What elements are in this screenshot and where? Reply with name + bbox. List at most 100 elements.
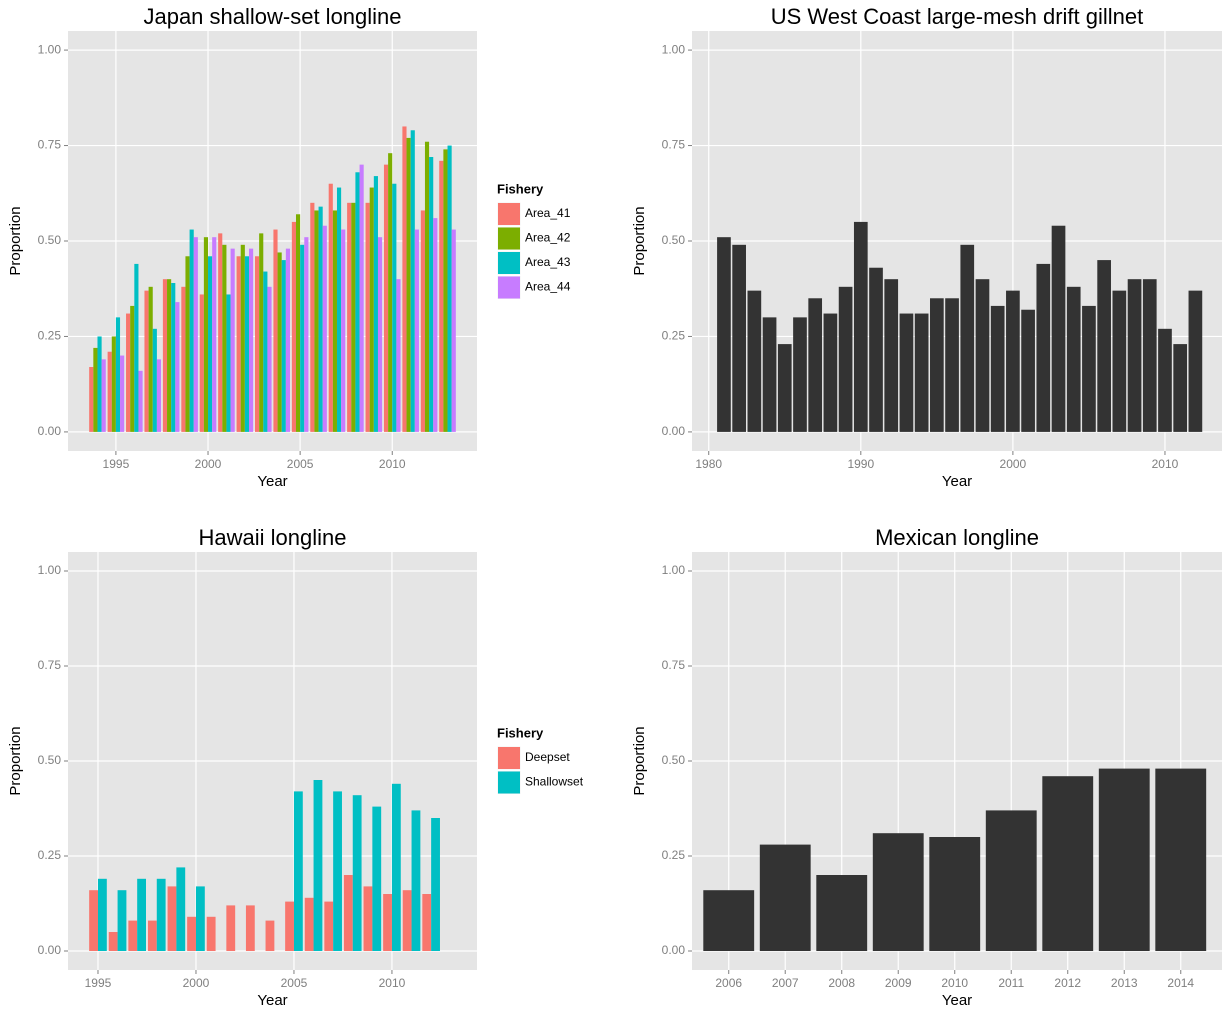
bar xyxy=(208,256,213,432)
bar xyxy=(808,298,823,432)
bar xyxy=(732,244,746,432)
chart-title: Mexican longline xyxy=(875,525,1039,550)
bar xyxy=(285,901,294,951)
y-tick-label: 0.50 xyxy=(662,233,686,247)
bar xyxy=(1036,263,1051,432)
y-tick-label: 0.00 xyxy=(662,943,686,957)
bar xyxy=(230,248,235,432)
bar xyxy=(273,229,278,432)
bar xyxy=(396,279,401,432)
legend-label: Deepset xyxy=(525,750,570,764)
legend-swatch xyxy=(498,771,520,794)
chart-title: Hawaii longline xyxy=(199,525,347,550)
bar xyxy=(838,286,853,432)
bar xyxy=(212,237,217,432)
bar xyxy=(138,370,143,432)
x-tick-label: 1995 xyxy=(103,457,130,471)
y-axis-label: Proportion xyxy=(7,206,24,275)
x-tick-label: 1980 xyxy=(695,457,722,471)
y-tick-label: 0.75 xyxy=(662,658,686,672)
x-tick-label: 2005 xyxy=(281,976,308,990)
bar xyxy=(259,233,264,432)
bar xyxy=(392,183,397,432)
bar xyxy=(1097,260,1111,432)
y-axis-label: Proportion xyxy=(7,726,24,795)
bar xyxy=(347,202,352,432)
bar xyxy=(853,221,868,432)
y-tick-label: 0.50 xyxy=(38,233,62,247)
bar xyxy=(222,244,227,432)
bar xyxy=(156,359,162,432)
bar xyxy=(411,810,421,951)
bar xyxy=(377,237,383,432)
y-tick-label: 0.50 xyxy=(662,753,686,767)
bar xyxy=(816,875,868,951)
x-tick-label: 2012 xyxy=(1054,976,1081,990)
bar xyxy=(206,916,216,951)
bar xyxy=(324,901,334,951)
bar xyxy=(1112,290,1127,432)
bar xyxy=(267,286,272,432)
bar xyxy=(343,875,353,951)
bar xyxy=(352,795,362,951)
bar xyxy=(304,897,314,951)
bar xyxy=(281,260,286,432)
bar xyxy=(152,328,157,432)
bar xyxy=(884,279,899,432)
bar xyxy=(388,153,393,432)
bar xyxy=(126,313,131,432)
bar xyxy=(185,256,190,432)
x-axis-label: Year xyxy=(942,992,972,1009)
bar xyxy=(899,313,914,432)
bar xyxy=(249,248,254,432)
bar xyxy=(990,305,1005,432)
bar xyxy=(244,256,250,432)
chart-title: US West Coast large-mesh drift gillnet xyxy=(771,4,1144,29)
bar xyxy=(175,302,180,432)
bar xyxy=(254,256,260,432)
x-tick-label: 2010 xyxy=(1152,457,1179,471)
bar xyxy=(1142,279,1157,432)
bar xyxy=(703,890,755,951)
bar xyxy=(443,149,448,432)
bar xyxy=(447,145,452,432)
bar xyxy=(291,221,296,432)
bar xyxy=(107,351,112,432)
bar xyxy=(777,344,792,432)
bar xyxy=(199,294,204,432)
legend-label: Area_44 xyxy=(525,280,571,294)
x-tick-label: 2010 xyxy=(941,976,968,990)
bar xyxy=(167,886,177,951)
x-tick-label: 2000 xyxy=(195,457,222,471)
bar xyxy=(930,298,944,432)
legend-label: Shallowset xyxy=(525,775,584,789)
bar xyxy=(300,244,305,432)
bar xyxy=(176,867,186,951)
bar xyxy=(130,305,135,432)
bar xyxy=(115,317,121,432)
y-tick-label: 0.00 xyxy=(38,943,62,957)
legend-swatch xyxy=(498,203,520,225)
bar xyxy=(148,286,153,432)
y-tick-label: 0.25 xyxy=(662,848,686,862)
bar xyxy=(89,367,94,432)
bar xyxy=(318,206,323,432)
bar xyxy=(1042,776,1094,951)
legend-swatch xyxy=(498,227,520,250)
x-tick-label: 2014 xyxy=(1167,976,1194,990)
bar xyxy=(960,244,975,432)
bar xyxy=(355,172,360,432)
legend-swatch xyxy=(498,747,520,769)
bar xyxy=(372,806,382,951)
bar xyxy=(322,225,327,432)
bar xyxy=(189,229,194,432)
x-tick-label: 1990 xyxy=(847,457,874,471)
bar xyxy=(1082,305,1096,432)
bar xyxy=(1188,290,1203,432)
y-tick-label: 0.50 xyxy=(38,753,62,767)
y-tick-label: 1.00 xyxy=(38,563,62,577)
bar xyxy=(333,791,342,951)
bar xyxy=(391,783,401,951)
x-tick-label: 2008 xyxy=(828,976,855,990)
bar xyxy=(226,294,231,432)
